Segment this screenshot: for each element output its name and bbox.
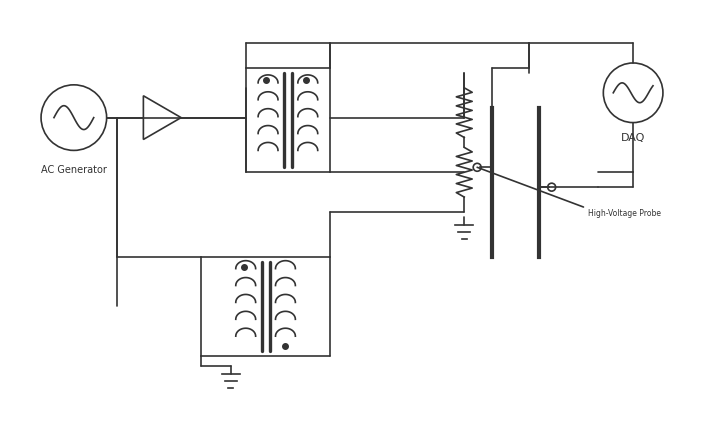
Text: High-Voltage Probe: High-Voltage Probe — [588, 209, 662, 218]
Text: DAQ: DAQ — [621, 133, 645, 143]
Text: AC Generator: AC Generator — [41, 165, 107, 175]
